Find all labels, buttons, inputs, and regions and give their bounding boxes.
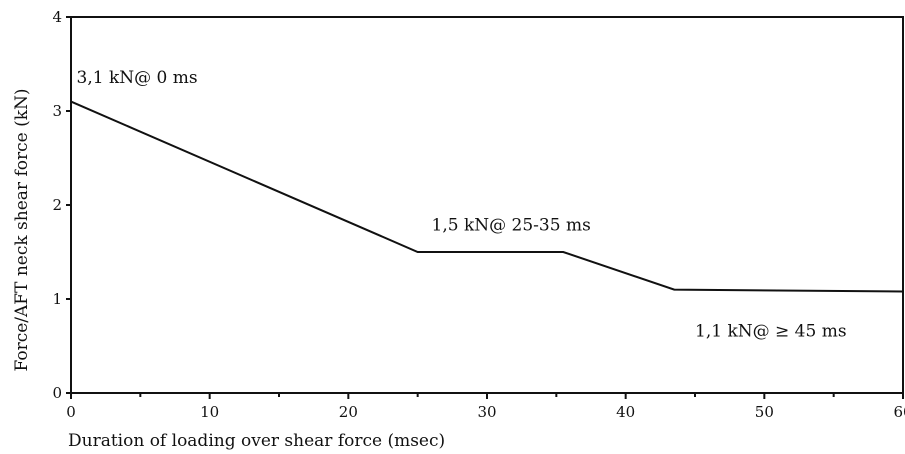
- y-tick-label: 0: [52, 384, 62, 402]
- x-tick-label: 0: [66, 403, 76, 421]
- y-tick-label: 2: [52, 196, 62, 214]
- x-tick-label: 60: [893, 403, 905, 421]
- x-tick-label: 30: [477, 403, 496, 421]
- y-tick-label: 3: [52, 102, 62, 120]
- y-tick-label: 1: [52, 290, 62, 308]
- y-axis: 0 1 2 3 4: [52, 8, 71, 402]
- x-tick-label: 10: [200, 403, 219, 421]
- x-tick-label: 40: [616, 403, 635, 421]
- x-axis: 0 10 20 30 40 50 60: [66, 393, 905, 421]
- x-axis-title: Duration of loading over shear force (ms…: [68, 431, 445, 451]
- series-line: [70, 100, 904, 293]
- x-tick-label: 50: [755, 403, 774, 421]
- annotation-layer: 3,1 kN@ 0 ms 1,5 kN@ 25-35 ms 1,1 kN@ ≥ 45…: [77, 68, 847, 342]
- x-tick-label: 20: [339, 403, 358, 421]
- annotation-label: 3,1 kN@ 0 ms: [77, 68, 198, 88]
- annotation-label: 1,5 kN@ 25-35 ms: [432, 215, 591, 235]
- annotation-label: 1,1 kN@ ≥ 45 ms: [695, 322, 847, 342]
- y-tick-label: 4: [52, 8, 62, 26]
- series-layer: [70, 100, 904, 293]
- y-axis-title: Force/AFT neck shear force (kN): [12, 88, 32, 371]
